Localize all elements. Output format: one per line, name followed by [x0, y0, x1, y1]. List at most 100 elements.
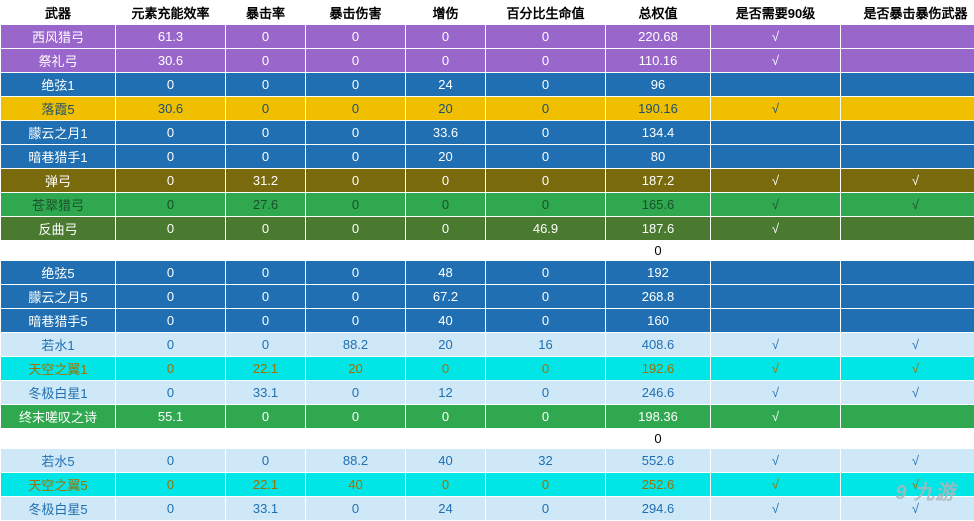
- cell: √: [841, 193, 974, 217]
- cell: 朦云之月5: [1, 285, 116, 309]
- cell: 暗巷猎手5: [1, 309, 116, 333]
- cell: [841, 405, 974, 429]
- cell: 61.3: [116, 25, 226, 49]
- cell: 0: [406, 473, 486, 497]
- cell: √: [841, 357, 974, 381]
- cell: [841, 73, 974, 97]
- cell: 192: [606, 261, 711, 285]
- cell: [1, 241, 116, 261]
- cell: 0: [406, 217, 486, 241]
- weapon-stats-table: 武器元素充能效率暴击率暴击伤害增伤百分比生命值总权值是否需要90级是否暴击暴伤武…: [0, 0, 974, 521]
- table-row: 天空之翼1022.12000192.6√√: [1, 357, 974, 381]
- cell: 187.6: [606, 217, 711, 241]
- cell: 暗巷猎手1: [1, 145, 116, 169]
- cell: [841, 429, 974, 449]
- cell: 0: [226, 333, 306, 357]
- col-header-8: 是否暴击暴伤武器: [841, 1, 974, 25]
- table-row: 暗巷猎手100020080: [1, 145, 974, 169]
- cell: 252.6: [606, 473, 711, 497]
- cell: [306, 241, 406, 261]
- cell: √: [711, 169, 841, 193]
- cell: 西风猎弓: [1, 25, 116, 49]
- cell: 0: [116, 193, 226, 217]
- table-row: 若水10088.22016408.6√√: [1, 333, 974, 357]
- cell: 80: [606, 145, 711, 169]
- cell: √: [711, 333, 841, 357]
- cell: 0: [116, 121, 226, 145]
- table-row: 0: [1, 429, 974, 449]
- cell: √: [711, 497, 841, 521]
- cell: 0: [116, 169, 226, 193]
- cell: 绝弦5: [1, 261, 116, 285]
- cell: 0: [486, 309, 606, 333]
- cell: 0: [116, 449, 226, 473]
- cell: 0: [226, 449, 306, 473]
- cell: 0: [116, 217, 226, 241]
- cell: [486, 429, 606, 449]
- cell: √: [711, 49, 841, 73]
- cell: 0: [486, 73, 606, 97]
- table-row: 0: [1, 241, 974, 261]
- cell: 0: [306, 121, 406, 145]
- cell: √: [841, 449, 974, 473]
- cell: [116, 429, 226, 449]
- cell: 0: [306, 405, 406, 429]
- cell: 46.9: [486, 217, 606, 241]
- cell: 反曲弓: [1, 217, 116, 241]
- cell: 294.6: [606, 497, 711, 521]
- cell: √: [711, 473, 841, 497]
- cell: [406, 241, 486, 261]
- cell: 0: [486, 497, 606, 521]
- cell: 220.68: [606, 25, 711, 49]
- cell: 天空之翼1: [1, 357, 116, 381]
- cell: [486, 241, 606, 261]
- cell: 0: [486, 97, 606, 121]
- cell: 0: [116, 145, 226, 169]
- cell: 22.1: [226, 473, 306, 497]
- cell: √: [711, 193, 841, 217]
- cell: 40: [406, 309, 486, 333]
- cell: 终末嗟叹之诗: [1, 405, 116, 429]
- cell: [841, 309, 974, 333]
- cell: 0: [226, 73, 306, 97]
- cell: 0: [226, 145, 306, 169]
- cell: 0: [406, 357, 486, 381]
- cell: 0: [226, 49, 306, 73]
- cell: 0: [486, 145, 606, 169]
- col-header-4: 增伤: [406, 1, 486, 25]
- table-row: 朦云之月500067.20268.8: [1, 285, 974, 309]
- cell: [841, 241, 974, 261]
- cell: 0: [486, 169, 606, 193]
- cell: [711, 121, 841, 145]
- cell: 若水1: [1, 333, 116, 357]
- cell: 天空之翼5: [1, 473, 116, 497]
- cell: 20: [406, 97, 486, 121]
- cell: 0: [486, 25, 606, 49]
- cell: 弹弓: [1, 169, 116, 193]
- cell: [841, 217, 974, 241]
- cell: 0: [406, 169, 486, 193]
- col-header-6: 总权值: [606, 1, 711, 25]
- cell: 20: [406, 333, 486, 357]
- cell: 22.1: [226, 357, 306, 381]
- cell: 32: [486, 449, 606, 473]
- cell: 160: [606, 309, 711, 333]
- cell: 0: [486, 357, 606, 381]
- cell: 0: [226, 121, 306, 145]
- cell: 落霞5: [1, 97, 116, 121]
- cell: 192.6: [606, 357, 711, 381]
- table-row: 反曲弓000046.9187.6√: [1, 217, 974, 241]
- cell: 0: [306, 309, 406, 333]
- cell: 0: [116, 261, 226, 285]
- cell: 40: [406, 449, 486, 473]
- cell: 33.6: [406, 121, 486, 145]
- col-header-7: 是否需要90级: [711, 1, 841, 25]
- cell: 88.2: [306, 449, 406, 473]
- cell: 24: [406, 73, 486, 97]
- cell: √: [711, 97, 841, 121]
- cell: 0: [306, 25, 406, 49]
- cell: [841, 145, 974, 169]
- cell: 0: [406, 49, 486, 73]
- cell: 198.36: [606, 405, 711, 429]
- cell: 408.6: [606, 333, 711, 357]
